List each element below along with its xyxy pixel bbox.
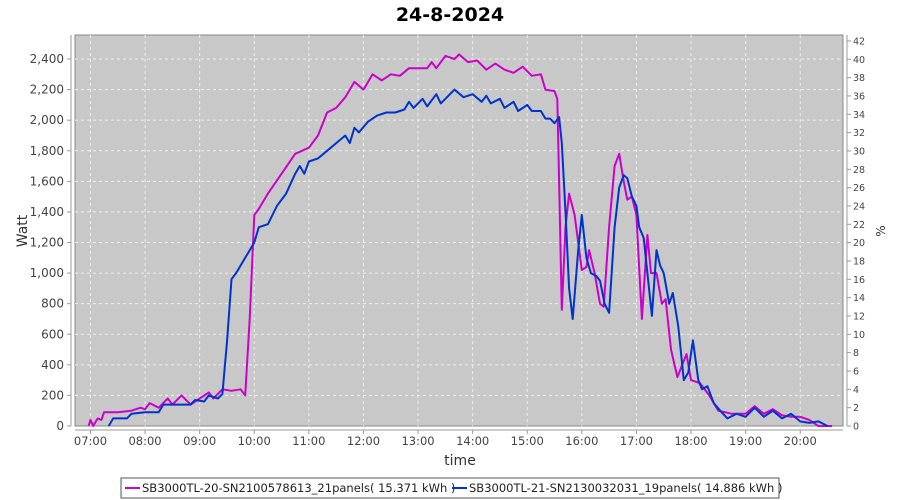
y2-tick-label: 38	[853, 73, 865, 84]
x-tick-label: 08:00	[128, 434, 161, 448]
legend-label-0: SB3000TL-20-SN2100578613_21panels( 15.37…	[142, 481, 455, 495]
y-tick-label: 2,000	[30, 113, 64, 127]
y2-tick-label: 2	[853, 403, 859, 414]
x-tick-label: 07:00	[74, 434, 107, 448]
x-tick-label: 18:00	[674, 434, 707, 448]
x-tick-label: 16:00	[565, 434, 598, 448]
chart-title: 24-8-2024	[396, 4, 504, 26]
y-tick-label: 800	[41, 297, 64, 311]
y2-tick-label: 36	[853, 91, 865, 102]
y2-tick-label: 18	[853, 256, 865, 267]
y2-tick-label: 8	[853, 348, 859, 359]
y-tick-label: 600	[41, 327, 64, 341]
y-tick-label: 1,800	[30, 144, 64, 158]
y2-tick-label: 26	[853, 183, 865, 194]
x-tick-label: 13:00	[401, 434, 434, 448]
y2-tick-label: 32	[853, 128, 865, 139]
y2-tick-label: 20	[853, 238, 865, 249]
legend: SB3000TL-20-SN2100578613_21panels( 15.37…	[120, 477, 782, 499]
y-tick-label: 1,200	[30, 236, 64, 250]
plot-area	[74, 34, 844, 427]
x-tick-label: 19:00	[729, 434, 762, 448]
y-tick-label: 1,000	[30, 266, 64, 280]
y-tick-label: 2,400	[30, 52, 64, 66]
y2-tick-label: 16	[853, 275, 865, 286]
y2-tick-label: 30	[853, 146, 865, 157]
series-line-1	[107, 88, 828, 427]
x-tick-label: 09:00	[183, 434, 216, 448]
x-tick-label: 15:00	[511, 434, 544, 448]
y-tick-label: 400	[41, 358, 64, 372]
y2-tick-label: 0	[853, 422, 859, 433]
y2-axis-label: %	[874, 225, 888, 236]
x-axis-label: time	[444, 453, 476, 469]
y2-tick-label: 42	[853, 36, 865, 47]
y-tick-label: 2,200	[30, 83, 64, 97]
x-tick-label: 11:00	[292, 434, 325, 448]
y-tick-label: 200	[41, 388, 64, 402]
series-line-0	[87, 53, 833, 427]
y2-tick-label: 34	[853, 110, 865, 121]
y2-tick-label: 22	[853, 220, 865, 231]
y-tick-label: 1,600	[30, 174, 64, 188]
y2-tick-label: 14	[853, 293, 865, 304]
y2-tick-label: 4	[853, 385, 859, 396]
x-tick-label: 17:00	[620, 434, 653, 448]
y-axis-label: Watt	[15, 214, 31, 247]
y2-tick-label: 40	[853, 55, 865, 66]
y2-tick-label: 10	[853, 330, 865, 341]
x-tick-label: 12:00	[347, 434, 380, 448]
y2-tick-label: 12	[853, 311, 865, 322]
y2-tick-label: 6	[853, 366, 859, 377]
y2-tick-label: 28	[853, 165, 865, 176]
x-tick-label: 14:00	[456, 434, 489, 448]
y2-tick-label: 24	[853, 201, 865, 212]
y-tick-label: 1,400	[30, 205, 64, 219]
series-lines	[87, 53, 833, 427]
x-tick-label: 20:00	[784, 434, 817, 448]
legend-label-1: SB3000TL-21-SN2130032031_19panels( 14.88…	[469, 481, 782, 495]
axes: 07:00 08:00 09:00 10:00 11:00 12:00 13:00 14:00…	[30, 35, 865, 448]
x-tick-label: 10:00	[238, 434, 271, 448]
gridlines	[75, 35, 843, 426]
y-tick-label: 0	[56, 419, 64, 433]
